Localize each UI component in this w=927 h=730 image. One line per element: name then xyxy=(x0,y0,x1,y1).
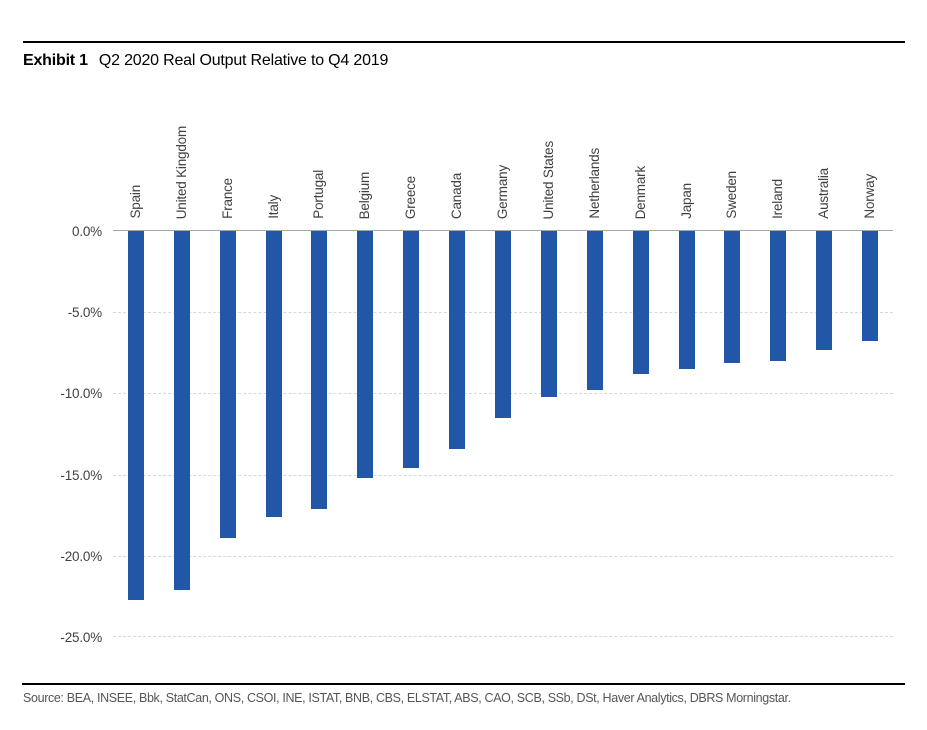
bar-canada xyxy=(449,231,466,449)
bar-portugal xyxy=(311,231,328,509)
bar-belgium xyxy=(357,231,374,478)
bar-denmark xyxy=(632,231,649,374)
bottom-divider xyxy=(22,683,905,685)
bar-france xyxy=(219,231,236,538)
bar-spain xyxy=(127,231,144,600)
category-label-japan: Japan xyxy=(678,183,694,219)
source-note: Source: BEA, INSEE, Bbk, StatCan, ONS, C… xyxy=(23,691,791,705)
category-label-canada: Canada xyxy=(449,172,465,219)
bar-chart-plot-area: 0.0% -5.0% -10.0% -15.0% -20.0% -25.0% Spain Un… xyxy=(60,126,893,645)
bar-greece xyxy=(403,231,420,469)
gridline--15 xyxy=(113,474,893,476)
bar-netherlands xyxy=(586,231,603,391)
category-label-australia: Australia xyxy=(816,168,832,219)
gridline--20 xyxy=(113,555,893,557)
bar-united-states xyxy=(540,231,557,397)
category-label-united-kingdom: United Kingdom xyxy=(173,125,189,219)
exhibit-label: Exhibit 1 xyxy=(23,52,88,69)
category-label-spain: Spain xyxy=(127,185,143,219)
category-label-united-states: United States xyxy=(540,140,556,219)
bar-ireland xyxy=(770,231,787,361)
category-label-germany: Germany xyxy=(495,164,510,219)
ytick-label--5: -5.0% xyxy=(67,305,102,321)
bar-japan xyxy=(678,231,695,370)
category-label-netherlands: Netherlands xyxy=(586,148,602,219)
chart-header: Exhibit 1 Q2 2020 Real Output Relative to… xyxy=(23,51,388,71)
bar-united-kingdom xyxy=(173,231,190,590)
ytick-label--15: -15.0% xyxy=(60,467,102,483)
top-divider xyxy=(23,41,905,43)
category-label-ireland: Ireland xyxy=(770,179,786,219)
category-label-greece: Greece xyxy=(403,175,419,219)
bar-norway xyxy=(862,231,879,342)
category-label-france: France xyxy=(219,178,235,219)
category-label-norway: Norway xyxy=(862,174,878,219)
category-label-denmark: Denmark xyxy=(632,165,648,219)
category-label-portugal: Portugal xyxy=(311,170,327,219)
bar-germany xyxy=(495,231,511,418)
gridline--25 xyxy=(113,636,893,637)
category-label-sweden: Sweden xyxy=(724,171,740,219)
ytick-label--10: -10.0% xyxy=(60,386,102,402)
category-label-belgium: Belgium xyxy=(357,171,373,219)
category-label-italy: Italy xyxy=(265,195,281,219)
ytick-label-0: 0.0% xyxy=(72,224,102,239)
bar-sweden xyxy=(724,231,741,363)
ytick-label--25: -25.0% xyxy=(60,630,102,645)
ytick-label--20: -20.0% xyxy=(60,548,102,564)
chart-title: Q2 2020 Real Output Relative to Q4 2019 xyxy=(98,52,389,69)
bar-italy xyxy=(265,231,282,517)
bar-australia xyxy=(816,231,833,350)
